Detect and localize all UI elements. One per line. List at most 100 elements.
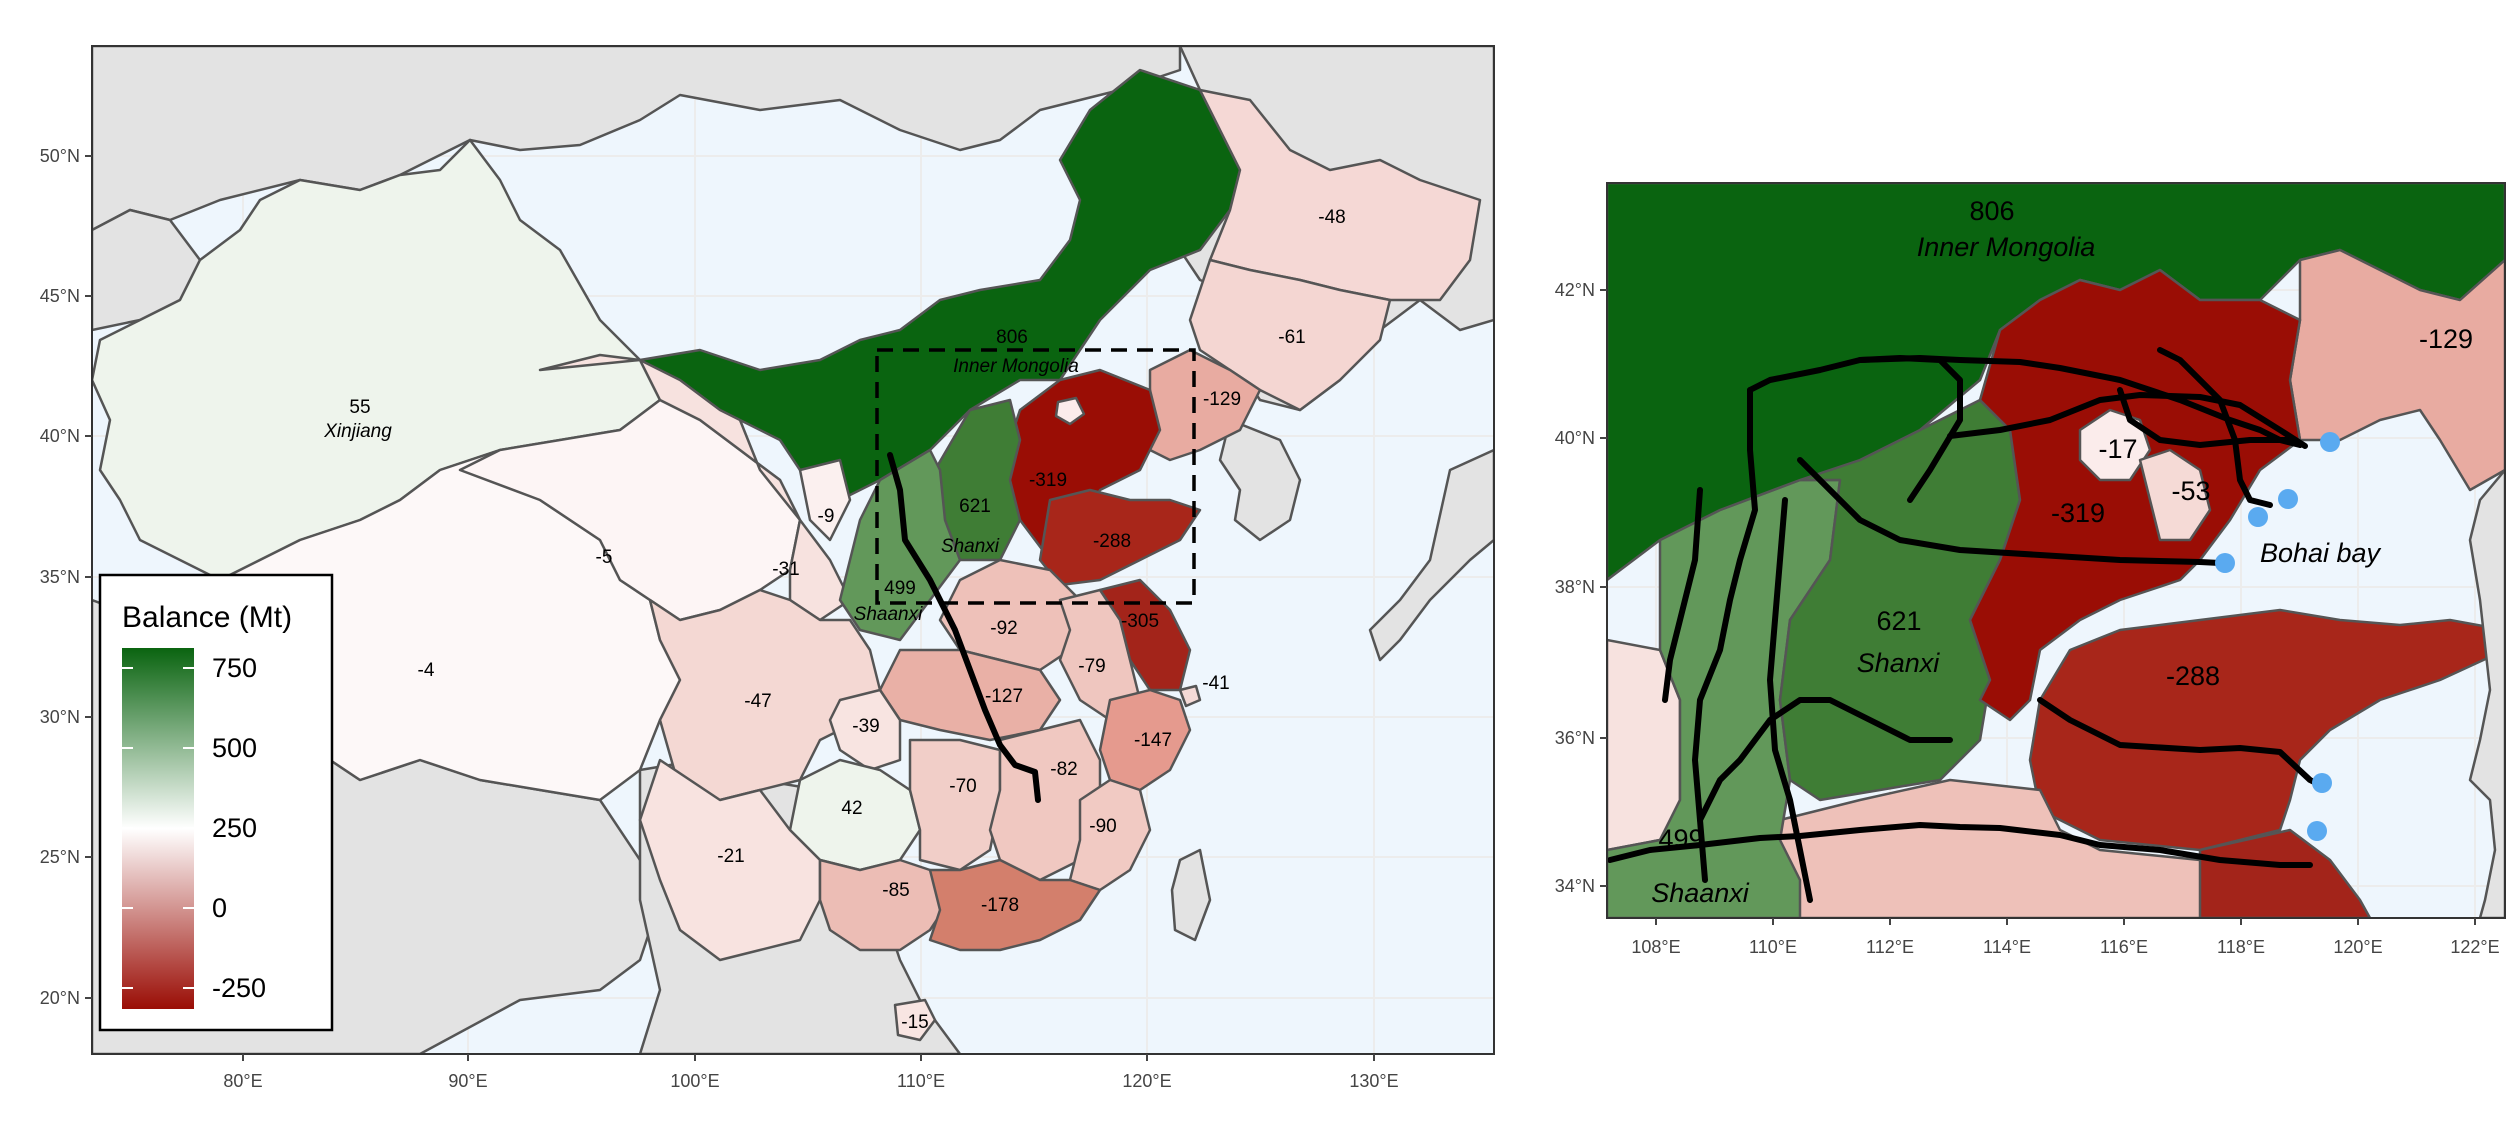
right-map-frame (1606, 182, 2506, 919)
province-henan (938, 558, 1082, 672)
left-railway (887, 452, 1041, 803)
province-hainan (893, 998, 937, 1042)
y-tick-label: 45°N (40, 286, 80, 306)
ningxia-value: -9 (818, 506, 835, 527)
legend-tick-label: 0 (212, 893, 227, 923)
province-guangdong (928, 858, 1102, 952)
inset-korea (2468, 468, 2505, 918)
inset-shandong-value: -288 (2166, 661, 2220, 691)
shanxi-name: Shanxi (941, 536, 1000, 557)
inset-shanxi-value: 621 (1876, 606, 1921, 636)
inset-tianjin-value: -53 (2171, 476, 2210, 506)
liaoning-value: -129 (1203, 389, 1241, 410)
y-tick-label: 35°N (40, 567, 80, 587)
y-tick-label: 50°N (40, 146, 80, 166)
y-tick-label: 25°N (40, 847, 80, 867)
x-tick-label: 110°E (897, 1071, 945, 1091)
legend-tick-label: 750 (212, 653, 257, 683)
port-marker (2278, 489, 2298, 509)
port-marker (2248, 507, 2268, 527)
y-tick-label: 36°N (1555, 728, 1595, 748)
anhui-value: -79 (1078, 656, 1105, 677)
province-hunan (908, 738, 1002, 872)
province-heilongjiang (1198, 88, 1482, 302)
inset-shaanxi-value: 499 (1658, 824, 1703, 854)
y-tick-label: 34°N (1555, 876, 1595, 896)
province-yunnan (638, 758, 822, 962)
port-marker (2312, 773, 2332, 793)
shandong-value: -288 (1093, 531, 1131, 552)
x-tick-label: 80°E (223, 1071, 262, 1091)
right-x-axis: 108°E 110°E 112°E 114°E 116°E 118°E 120°… (1631, 918, 2500, 957)
ports (2215, 432, 2340, 841)
x-tick-label: 108°E (1631, 937, 1680, 957)
port-marker (2320, 432, 2340, 452)
shaanxi-value: 499 (884, 578, 916, 599)
right-map: 806 Inner Mongolia -129 -17 -53 -319 Boh… (1555, 182, 2506, 957)
hainan-value: -15 (901, 1012, 928, 1033)
inset-shaanxi-name: Shaanxi (1651, 878, 1750, 908)
x-tick-label: 112°E (1866, 937, 1914, 957)
right-y-axis: 42°N 40°N 38°N 36°N 34°N (1555, 280, 1607, 896)
inset-inner-mongolia-name: Inner Mongolia (1917, 232, 2096, 262)
inset-tianjin (2138, 448, 2212, 542)
left-x-axis: 80°E 90°E 100°E 110°E 120°E 130°E (223, 1054, 1399, 1091)
jiangsu-value: -305 (1121, 611, 1159, 632)
zhejiang-value: -147 (1134, 730, 1172, 751)
inset-henan-region (1778, 778, 2242, 918)
inner-mongolia-name: Inner Mongolia (953, 356, 1079, 377)
inset-hebei (1968, 268, 2302, 722)
legend-tick-label: -250 (212, 973, 266, 1003)
inset-hebei-value: -319 (2051, 498, 2105, 528)
x-tick-label: 116°E (2100, 937, 2148, 957)
shaanxi-name: Shaanxi (854, 604, 923, 625)
left-map-frame (91, 45, 1495, 1055)
inner-mongolia-value: 806 (996, 327, 1028, 348)
x-tick-label: 114°E (1983, 937, 2031, 957)
bohai-bay-name: Bohai bay (2260, 538, 2382, 568)
hebei-value: -319 (1029, 470, 1067, 491)
right-map-labels: 806 Inner Mongolia -129 -17 -53 -319 Boh… (1651, 196, 2473, 908)
y-tick-label: 42°N (1555, 280, 1595, 300)
port-marker (2307, 821, 2327, 841)
inset-beijing-value: -17 (2098, 434, 2137, 464)
gansu-value: -31 (772, 559, 799, 580)
legend-tick-label: 250 (212, 813, 257, 843)
inset-shanxi-name: Shanxi (1857, 648, 1941, 678)
guizhou-value: 42 (841, 798, 862, 819)
hunan-value: -70 (949, 776, 976, 797)
inset-shandong (2028, 608, 2505, 852)
x-tick-label: 90°E (448, 1071, 487, 1091)
inset-jiangsu (2198, 828, 2372, 918)
y-tick-label: 40°N (40, 426, 80, 446)
legend-colorbar (122, 648, 194, 1009)
province-shaanxi (838, 448, 962, 642)
right-railways (1607, 347, 2323, 903)
xinjiang-value: 55 (349, 397, 370, 418)
legend-tick-label: 500 (212, 733, 257, 763)
left-map: 55 Xinjiang 806 Inner Mongolia 621 Shanx… (40, 45, 1495, 1091)
qinghai-value: -5 (596, 547, 613, 568)
shanghai-value: -41 (1202, 673, 1229, 694)
province-chongqing (828, 688, 902, 772)
left-y-axis: 50°N 45°N 40°N 35°N 30°N 25°N 20°N (40, 146, 92, 1008)
x-tick-label: 120°E (2333, 937, 2382, 957)
y-tick-label: 38°N (1555, 577, 1595, 597)
x-tick-label: 120°E (1122, 1071, 1171, 1091)
guangdong-value: -178 (981, 895, 1019, 916)
guangxi-value: -85 (882, 880, 909, 901)
x-tick-label: 118°E (2217, 937, 2265, 957)
legend-title: Balance (Mt) (122, 601, 292, 634)
left-map-labels: 55 Xinjiang 806 Inner Mongolia 621 Shanx… (323, 207, 1346, 1033)
y-tick-label: 20°N (40, 988, 80, 1008)
hubei-value: -127 (985, 686, 1023, 707)
province-shanghai (1178, 684, 1202, 708)
province-jilin (1188, 258, 1392, 412)
henan-value: -92 (990, 618, 1017, 639)
xinjiang-name: Xinjiang (323, 421, 392, 442)
x-tick-label: 122°E (2450, 937, 2499, 957)
yunnan-value: -21 (717, 846, 744, 867)
inset-inner-mongolia-value: 806 (1969, 196, 2014, 226)
x-tick-label: 130°E (1349, 1071, 1398, 1091)
